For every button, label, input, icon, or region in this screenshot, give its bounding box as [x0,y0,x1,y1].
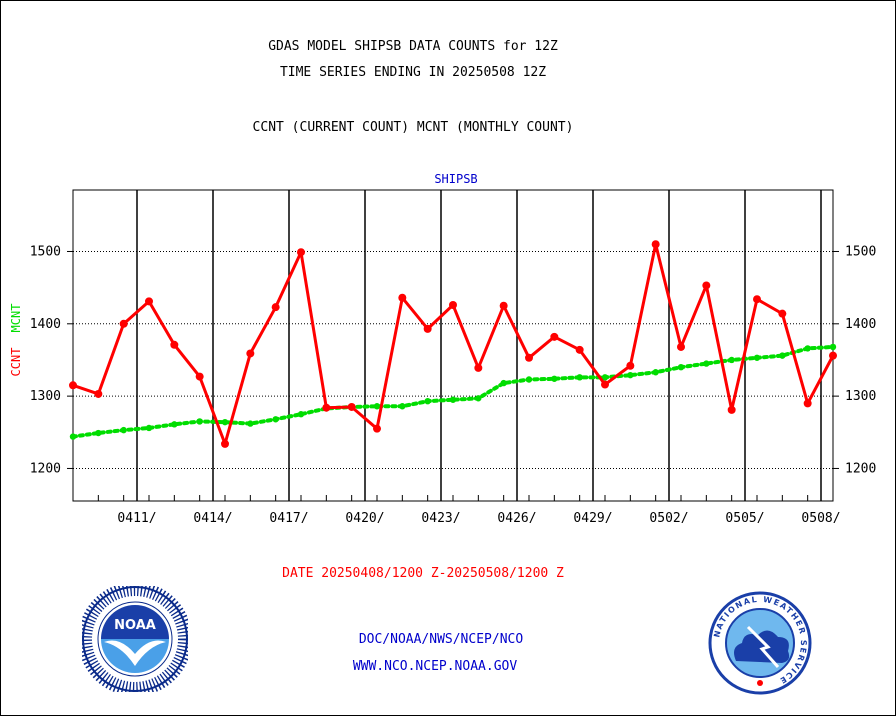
ccnt-point [601,380,609,389]
mcnt-point [652,369,659,376]
ccnt-point [727,405,736,414]
x-tick-label: 0426/ [497,511,536,526]
ccnt-point [119,319,128,328]
mcnt-point [551,375,558,382]
y-axis-label-ccnt: CCNT [9,348,23,377]
y-tick-label: 1400 [30,317,61,332]
mcnt-point [120,426,127,434]
y-tick-label-right: 1300 [845,389,876,404]
plot-title: SHIPSB [434,172,477,186]
mcnt-point [272,416,279,423]
ccnt-point [170,340,179,349]
mcnt-point [424,397,431,405]
mcnt-point [449,396,457,403]
y-tick-label: 1300 [30,389,61,404]
mcnt-point [601,374,609,381]
y-tick-label-right: 1200 [845,461,876,476]
noaa-logo-icon: NOAA [82,586,188,692]
ccnt-point [803,399,812,408]
mcnt-point [728,356,735,364]
chart-title-line-1: GDAS MODEL SHIPSB DATA COUNTS for 12Z [268,39,558,54]
x-tick-label: 0429/ [573,511,612,526]
ccnt-point [423,324,432,333]
x-tick-label: 0502/ [649,511,688,526]
ccnt-point [575,345,584,354]
mcnt-point [145,424,153,432]
ccnt-point [221,439,229,448]
ccnt-point [677,342,685,351]
mcnt-point [196,418,203,425]
ccnt-point [94,389,103,398]
ccnt-point [271,303,280,312]
x-tick-label: 0420/ [345,511,384,526]
mcnt-point [500,379,507,387]
date-range-label: DATE 20250408/1200 Z-20250508/1200 Z [282,566,564,581]
ccnt-point [347,402,356,411]
ccnt-point [246,349,255,358]
ccnt-point [297,248,305,257]
y-tick-label: 1200 [30,461,61,476]
ccnt-point [195,372,204,381]
mcnt-point [373,403,381,410]
ccnt-point [702,281,711,290]
ccnt-point [829,351,837,360]
y-tick-label-right: 1500 [845,244,876,259]
mcnt-point [399,403,406,410]
chart-subtitle: CCNT (CURRENT COUNT) MCNT (MONTHLY COUNT… [252,120,574,135]
mcnt-point [753,354,761,361]
mcnt-point [677,363,685,371]
mcnt-point [297,411,305,418]
mcnt-point [576,374,583,381]
ccnt-point [626,361,635,370]
mcnt-point [627,371,634,379]
mcnt-point [703,360,710,367]
x-tick-label: 0417/ [269,511,308,526]
ccnt-point [651,240,660,249]
y-tick-label: 1500 [30,244,61,259]
nws-logo-icon: NATIONAL WEATHER SERVICE [708,591,812,695]
mcnt-point [95,429,102,437]
ccnt-point [69,381,77,390]
org-path-text: DOC/NOAA/NWS/NCEP/NCO [358,632,524,647]
ccnt-point [322,403,331,412]
ccnt-point [499,301,508,310]
x-tick-label: 0508/ [801,511,840,526]
ccnt-point [449,300,457,309]
mcnt-point [525,376,533,383]
mcnt-point [69,433,77,440]
x-tick-label: 0423/ [421,511,460,526]
mcnt-point [829,343,837,351]
ccnt-point [525,353,533,362]
x-tick-label: 0411/ [117,511,156,526]
website-text: WWW.NCO.NCEP.NOAA.GOV [352,659,518,674]
mcnt-point [247,420,254,427]
mcnt-point [171,421,178,428]
noaa-logo-text: NOAA [114,618,156,633]
ccnt-point [550,332,559,341]
ccnt-point [145,297,153,306]
y-tick-label-right: 1400 [845,317,876,332]
ccnt-point [398,293,407,302]
mcnt-point [221,418,229,426]
ccnt-point [778,309,787,318]
mcnt-point [779,352,786,359]
ccnt-point [474,363,483,372]
x-tick-label: 0505/ [725,511,764,526]
x-tick-label: 0414/ [193,511,232,526]
mcnt-point [804,345,811,352]
y-axis-label-mcnt: MCNT [9,304,23,333]
chart-title-line-2: TIME SERIES ENDING IN 20250508 12Z [279,65,547,80]
ccnt-point [753,295,761,304]
mcnt-point [475,395,482,402]
ccnt-point [373,424,381,433]
plot-area [72,189,834,502]
